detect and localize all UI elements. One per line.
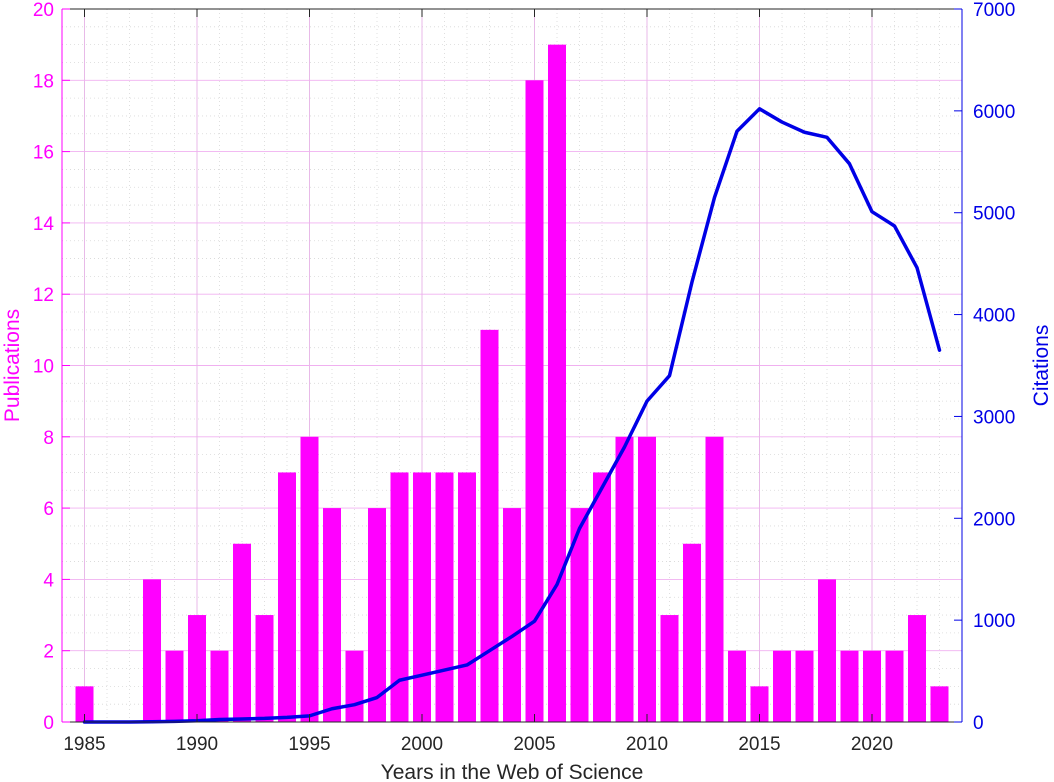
y-right-tick-label: 6000 (973, 102, 1015, 123)
bar-2021 (885, 650, 904, 722)
bar-2013 (705, 436, 724, 722)
x-tick-label: 1990 (176, 734, 218, 755)
bar-1997 (345, 650, 364, 722)
x-tick-label: 2015 (738, 734, 780, 755)
bar-1996 (323, 508, 341, 722)
labels-layer: Years in the Web of Science Publications… (1, 309, 1053, 782)
bar-2010 (638, 436, 656, 722)
y-left-tick-label: 20 (33, 0, 54, 21)
bar-2006 (548, 44, 566, 722)
bar-2012 (683, 543, 701, 722)
x-tick-label: 2010 (626, 734, 668, 755)
bar-2001 (435, 472, 454, 722)
y-left-tick-label: 2 (43, 642, 54, 663)
bar-2002 (458, 472, 476, 722)
y-right-tick-label: 1000 (973, 611, 1015, 632)
bar-1991 (210, 650, 229, 722)
y-right-tick-label: 7000 (973, 0, 1015, 21)
y-left-tick-label: 10 (33, 357, 54, 378)
y-right-tick-label: 2000 (973, 509, 1015, 530)
bar-2015 (750, 686, 769, 722)
y-left-tick-label: 18 (33, 71, 54, 92)
y-right-tick-label: 4000 (973, 306, 1015, 327)
bar-2000 (413, 472, 431, 722)
y-left-tick-label: 6 (43, 499, 54, 520)
bar-1988 (143, 579, 161, 722)
bar-2007 (570, 508, 589, 722)
bar-2017 (795, 650, 814, 722)
bar-2016 (773, 650, 791, 722)
bar-1989 (165, 650, 184, 722)
x-axis-label: Years in the Web of Science (381, 761, 644, 782)
y-left-tick-label: 8 (43, 428, 54, 449)
x-tick-label: 1995 (288, 734, 330, 755)
bar-1994 (278, 472, 296, 722)
y-axis-right-label: Citations (1030, 325, 1053, 407)
y-left-tick-label: 12 (33, 285, 54, 306)
axes-layer: 1985 1990 1995 2000 2005 2010 2015 2020 0 2 4 6 8 10 1… (33, 0, 1015, 755)
bar-2004 (503, 508, 521, 722)
y-left-tick-label: 14 (33, 214, 55, 235)
bar-2019 (840, 650, 859, 722)
bar-2008 (593, 472, 611, 722)
bar-2014 (728, 650, 746, 722)
bar-2011 (660, 615, 679, 722)
bar-2009 (615, 436, 634, 722)
x-tick-label: 1985 (63, 734, 105, 755)
bar-2005 (525, 80, 544, 723)
y-right-tick-label: 5000 (973, 204, 1015, 225)
bar-1985 (75, 686, 94, 722)
bar-2022 (908, 615, 926, 722)
y-axis-left-label: Publications (1, 309, 24, 422)
bar-2003 (480, 329, 499, 722)
line-layer (82, 107, 942, 724)
x-tick-label: 2020 (851, 734, 893, 755)
bar-1998 (368, 508, 386, 722)
y-left-tick-label: 0 (43, 713, 54, 734)
bars-layer (75, 44, 949, 723)
bar-1999 (390, 472, 409, 722)
bar-1993 (255, 615, 274, 722)
x-tick-label: 2005 (513, 734, 555, 755)
bar-1990 (188, 615, 206, 722)
citations-line (82, 107, 942, 724)
y-left-tick-label: 16 (33, 143, 54, 164)
x-tick-label: 2000 (401, 734, 443, 755)
y-left-tick-label: 4 (43, 570, 54, 591)
bar-1992 (233, 543, 251, 722)
bar-2023 (930, 686, 949, 722)
bar-2020 (863, 650, 881, 722)
y-right-tick-label: 0 (973, 713, 984, 734)
bar-2018 (818, 579, 836, 722)
y-right-tick-label: 3000 (973, 407, 1015, 428)
bar-1995 (300, 436, 319, 722)
